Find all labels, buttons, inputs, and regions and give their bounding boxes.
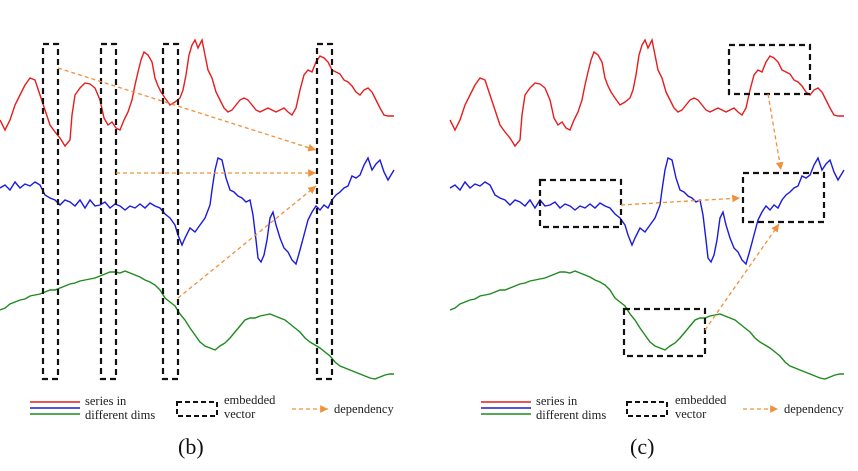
legend-embedded-label-2-c: vector (675, 407, 707, 421)
green-series-b (0, 270, 394, 380)
dependency-arrow-c-1 (767, 93, 784, 171)
embedded-box-b-4 (315, 42, 334, 381)
legend-series-label-1-c: series in (536, 394, 578, 408)
embedded-box-c-blue-right (741, 171, 826, 224)
legend-embedded-box-b (176, 401, 218, 417)
embedded-box-b-3 (161, 42, 180, 381)
embedded-box-c-red (727, 43, 812, 96)
legend-dependency-label-c: dependency (784, 402, 844, 416)
dependency-arrow-c-2 (620, 194, 741, 206)
red-series-c (449, 37, 844, 148)
legend-series-label-2-c: different dims (536, 408, 606, 422)
legend-embedded-label-1-c: embedded (675, 393, 727, 407)
green-series-c (449, 270, 844, 380)
legend-dependency-label-b: dependency (334, 402, 394, 416)
embedded-box-b-2 (99, 42, 118, 381)
embedded-box-b-1 (41, 42, 60, 381)
dependency-arrow-b-1 (57, 67, 317, 152)
caption-c: (c) (630, 434, 654, 459)
dependency-arrow-c-3 (704, 223, 780, 331)
legend-series-label-2-b: different dims (85, 408, 155, 422)
blue-series-b (0, 156, 395, 266)
embedded-box-c-blue-left (538, 178, 623, 229)
legend-embedded-label-1-b: embedded (224, 393, 276, 407)
legend-series-label-1-b: series in (85, 394, 127, 408)
legend-embedded-label-2-b: vector (224, 407, 256, 421)
legend-b: series in different dims embedded vector… (30, 393, 394, 422)
caption-b: (b) (178, 434, 204, 459)
blue-series-c (449, 156, 845, 266)
red-series-b (0, 37, 394, 148)
legend-embedded-box-c (626, 401, 668, 417)
embedded-box-c-green (622, 307, 707, 358)
dependency-arrow-b-3 (177, 185, 317, 299)
panel-b: series in different dims embedded vector… (0, 37, 395, 459)
legend-c: series in different dims embedded vector… (481, 393, 844, 422)
panel-c: series in different dims embedded vector… (449, 37, 845, 459)
